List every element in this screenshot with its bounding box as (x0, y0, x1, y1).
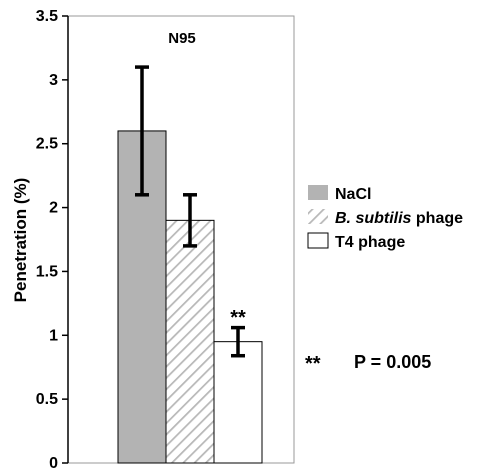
y-tick-label: 0 (49, 455, 58, 471)
pvalue-marker: ** (305, 353, 321, 375)
y-axis-label: Penetration (%) (11, 178, 30, 303)
significance-marker: ** (230, 307, 246, 329)
pvalue-text: P = 0.005 (354, 352, 431, 372)
y-axis: 0 0.5 1 1.5 2 2.5 3 3.5 (36, 8, 68, 471)
error-bars-group (135, 65, 245, 358)
y-tick-label: 2 (49, 200, 58, 217)
chart-title: N95 (168, 30, 196, 47)
bar-b-subtilis-phage (165, 219, 215, 464)
legend-swatch (308, 185, 328, 200)
y-tick-label: 3.5 (36, 8, 58, 25)
legend: NaCl B. subtilis phage T4 phage (307, 185, 463, 251)
y-tick-label: 0.5 (36, 391, 58, 408)
legend-label: NaCl (335, 186, 371, 203)
bar-t4-phage (213, 341, 263, 464)
y-tick-label: 3 (49, 72, 58, 89)
y-tick-label: 1 (49, 327, 58, 344)
legend-label: B. subtilis phage (335, 210, 463, 227)
legend-swatch (308, 209, 328, 224)
y-tick-label: 2.5 (36, 136, 58, 153)
legend-swatch (307, 232, 329, 249)
y-tick-label: 1.5 (36, 263, 58, 280)
legend-label: T4 phage (335, 234, 405, 251)
bars-group (117, 130, 263, 464)
